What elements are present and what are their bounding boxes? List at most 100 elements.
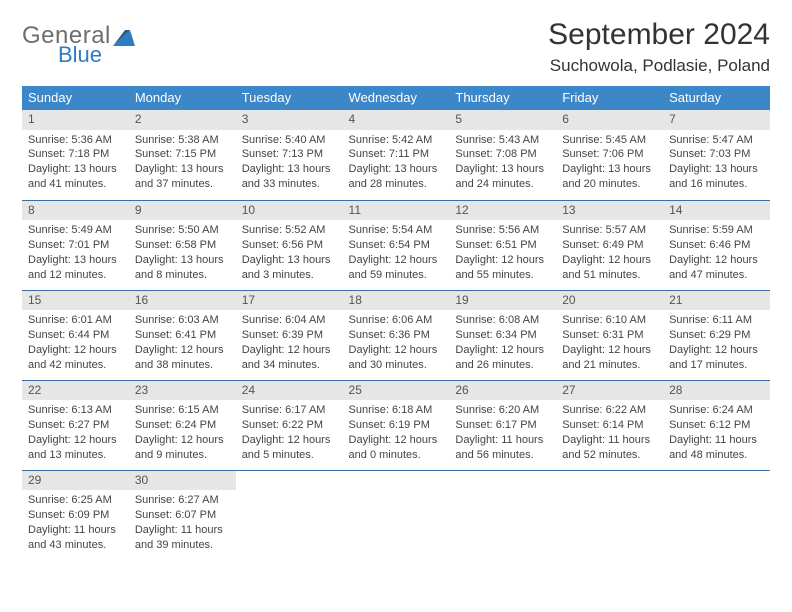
day-detail-line: Sunset: 6:39 PM [242, 328, 337, 343]
day-number: 10 [236, 201, 343, 221]
day-detail-line: Daylight: 12 hours [669, 343, 764, 358]
calendar-cell: 20Sunrise: 6:10 AMSunset: 6:31 PMDayligh… [556, 290, 663, 380]
day-number: 15 [22, 291, 129, 311]
day-detail-line: Daylight: 11 hours [455, 433, 550, 448]
day-detail-line: and 21 minutes. [562, 358, 657, 373]
day-number: 2 [129, 110, 236, 130]
day-detail-line: Daylight: 12 hours [135, 433, 230, 448]
day-number: 28 [663, 381, 770, 401]
day-detail-line: Sunrise: 6:17 AM [242, 403, 337, 418]
location-subtitle: Suchowola, Podlasie, Poland [548, 56, 770, 76]
day-detail-line: Sunset: 6:41 PM [135, 328, 230, 343]
calendar-cell: 4Sunrise: 5:42 AMSunset: 7:11 PMDaylight… [343, 110, 450, 200]
day-detail-line: Daylight: 12 hours [349, 253, 444, 268]
day-detail-line: Sunrise: 5:50 AM [135, 223, 230, 238]
day-number: 1 [22, 110, 129, 130]
day-detail-line: Sunset: 6:31 PM [562, 328, 657, 343]
day-detail-line: Sunrise: 6:22 AM [562, 403, 657, 418]
day-detail-line: Daylight: 13 hours [242, 253, 337, 268]
day-detail-line: Sunrise: 5:40 AM [242, 133, 337, 148]
day-detail-line: Sunset: 6:14 PM [562, 418, 657, 433]
day-number: 16 [129, 291, 236, 311]
day-number: 5 [449, 110, 556, 130]
day-details: Sunrise: 6:04 AMSunset: 6:39 PMDaylight:… [236, 310, 343, 376]
calendar-cell [449, 470, 556, 560]
day-details: Sunrise: 6:06 AMSunset: 6:36 PMDaylight:… [343, 310, 450, 376]
day-details: Sunrise: 6:15 AMSunset: 6:24 PMDaylight:… [129, 400, 236, 466]
calendar-table: Sunday Monday Tuesday Wednesday Thursday… [22, 86, 770, 560]
day-detail-line: Sunset: 7:15 PM [135, 147, 230, 162]
day-detail-line: and 43 minutes. [28, 538, 123, 553]
day-details: Sunrise: 6:13 AMSunset: 6:27 PMDaylight:… [22, 400, 129, 466]
calendar-cell: 1Sunrise: 5:36 AMSunset: 7:18 PMDaylight… [22, 110, 129, 200]
day-detail-line: Daylight: 13 hours [669, 162, 764, 177]
day-detail-line: and 20 minutes. [562, 177, 657, 192]
day-detail-line: Sunset: 7:11 PM [349, 147, 444, 162]
day-detail-line: Sunrise: 6:27 AM [135, 493, 230, 508]
day-detail-line: Sunset: 6:09 PM [28, 508, 123, 523]
day-detail-line: Sunrise: 6:01 AM [28, 313, 123, 328]
calendar-row: 22Sunrise: 6:13 AMSunset: 6:27 PMDayligh… [22, 380, 770, 470]
calendar-row: 1Sunrise: 5:36 AMSunset: 7:18 PMDaylight… [22, 110, 770, 200]
day-number: 13 [556, 201, 663, 221]
day-detail-line: Sunset: 6:27 PM [28, 418, 123, 433]
calendar-cell: 15Sunrise: 6:01 AMSunset: 6:44 PMDayligh… [22, 290, 129, 380]
day-detail-line: and 16 minutes. [669, 177, 764, 192]
day-detail-line: Daylight: 13 hours [242, 162, 337, 177]
day-detail-line: and 55 minutes. [455, 268, 550, 283]
day-number: 23 [129, 381, 236, 401]
calendar-cell [236, 470, 343, 560]
day-detail-line: Daylight: 11 hours [562, 433, 657, 448]
day-detail-line: Sunrise: 5:47 AM [669, 133, 764, 148]
day-details: Sunrise: 6:27 AMSunset: 6:07 PMDaylight:… [129, 490, 236, 556]
day-details: Sunrise: 6:25 AMSunset: 6:09 PMDaylight:… [22, 490, 129, 556]
day-detail-line: Sunset: 6:07 PM [135, 508, 230, 523]
calendar-cell: 19Sunrise: 6:08 AMSunset: 6:34 PMDayligh… [449, 290, 556, 380]
day-detail-line: Sunrise: 5:42 AM [349, 133, 444, 148]
day-detail-line: Daylight: 11 hours [669, 433, 764, 448]
day-detail-line: Sunrise: 5:56 AM [455, 223, 550, 238]
day-details: Sunrise: 5:56 AMSunset: 6:51 PMDaylight:… [449, 220, 556, 286]
day-detail-line: Daylight: 13 hours [135, 253, 230, 268]
calendar-cell: 2Sunrise: 5:38 AMSunset: 7:15 PMDaylight… [129, 110, 236, 200]
day-details: Sunrise: 6:10 AMSunset: 6:31 PMDaylight:… [556, 310, 663, 376]
day-detail-line: Sunset: 6:17 PM [455, 418, 550, 433]
day-number: 27 [556, 381, 663, 401]
day-detail-line: Sunset: 7:08 PM [455, 147, 550, 162]
day-detail-line: and 3 minutes. [242, 268, 337, 283]
day-detail-line: Sunset: 6:36 PM [349, 328, 444, 343]
day-detail-line: Sunrise: 6:04 AM [242, 313, 337, 328]
day-detail-line: Sunset: 6:46 PM [669, 238, 764, 253]
day-detail-line: and 34 minutes. [242, 358, 337, 373]
day-detail-line: Sunrise: 6:18 AM [349, 403, 444, 418]
day-details: Sunrise: 5:38 AMSunset: 7:15 PMDaylight:… [129, 130, 236, 196]
day-detail-line: and 12 minutes. [28, 268, 123, 283]
day-number: 25 [343, 381, 450, 401]
day-number: 17 [236, 291, 343, 311]
day-detail-line: Sunset: 6:22 PM [242, 418, 337, 433]
col-wednesday: Wednesday [343, 86, 450, 110]
day-number: 12 [449, 201, 556, 221]
day-detail-line: and 13 minutes. [28, 448, 123, 463]
calendar-cell: 26Sunrise: 6:20 AMSunset: 6:17 PMDayligh… [449, 380, 556, 470]
day-detail-line: Sunrise: 5:36 AM [28, 133, 123, 148]
day-detail-line: Daylight: 12 hours [349, 343, 444, 358]
day-number: 9 [129, 201, 236, 221]
day-detail-line: Sunset: 7:03 PM [669, 147, 764, 162]
day-detail-line: Daylight: 13 hours [349, 162, 444, 177]
day-detail-line: Sunset: 6:56 PM [242, 238, 337, 253]
day-detail-line: and 5 minutes. [242, 448, 337, 463]
day-detail-line: Sunrise: 5:52 AM [242, 223, 337, 238]
day-details: Sunrise: 5:40 AMSunset: 7:13 PMDaylight:… [236, 130, 343, 196]
col-friday: Friday [556, 86, 663, 110]
day-detail-line: Daylight: 11 hours [135, 523, 230, 538]
day-detail-line: and 33 minutes. [242, 177, 337, 192]
day-detail-line: and 0 minutes. [349, 448, 444, 463]
day-detail-line: Sunrise: 5:43 AM [455, 133, 550, 148]
day-details: Sunrise: 6:18 AMSunset: 6:19 PMDaylight:… [343, 400, 450, 466]
weekday-header-row: Sunday Monday Tuesday Wednesday Thursday… [22, 86, 770, 110]
day-detail-line: Sunrise: 6:15 AM [135, 403, 230, 418]
day-number: 29 [22, 471, 129, 491]
col-sunday: Sunday [22, 86, 129, 110]
col-tuesday: Tuesday [236, 86, 343, 110]
